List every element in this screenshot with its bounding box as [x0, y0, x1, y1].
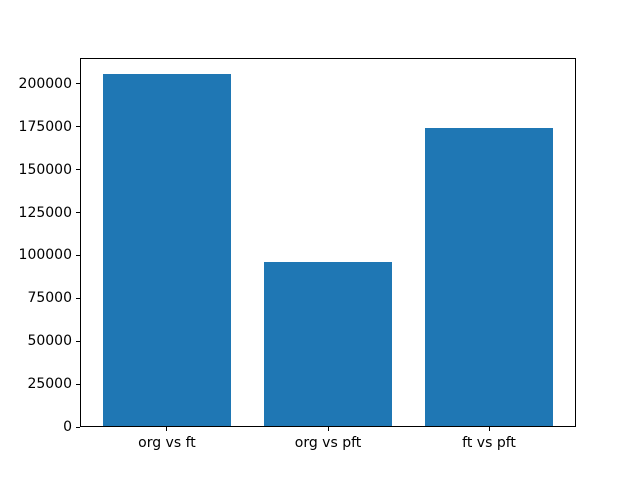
y-tick-label: 200000 — [18, 75, 72, 92]
x-tick-label: org vs ft — [138, 435, 196, 452]
x-tick-label: org vs pft — [294, 435, 362, 452]
y-tick-label: 75000 — [27, 290, 72, 307]
bar — [102, 74, 232, 427]
plot-area — [80, 57, 576, 428]
y-tick-mark — [76, 340, 80, 342]
y-tick-mark — [76, 212, 80, 214]
bar — [424, 128, 554, 427]
y-tick-mark — [76, 254, 80, 256]
y-tick-label: 25000 — [27, 376, 72, 393]
y-tick-label: 100000 — [18, 247, 72, 264]
y-tick-label: 0 — [63, 419, 72, 436]
x-tick-label: ft vs pft — [462, 435, 516, 452]
y-tick-label: 150000 — [18, 161, 72, 178]
y-tick-label: 50000 — [27, 333, 72, 350]
y-tick-mark — [76, 126, 80, 128]
y-tick-label: 125000 — [18, 204, 72, 221]
y-tick-mark — [76, 297, 80, 299]
x-tick-mark — [327, 427, 329, 432]
y-tick-mark — [76, 169, 80, 171]
y-tick-mark — [76, 426, 80, 428]
y-tick-mark — [76, 83, 80, 85]
x-tick-mark — [166, 427, 168, 432]
x-tick-mark — [488, 427, 490, 432]
y-tick-mark — [76, 383, 80, 385]
y-tick-label: 175000 — [18, 118, 72, 135]
bar — [263, 262, 393, 427]
